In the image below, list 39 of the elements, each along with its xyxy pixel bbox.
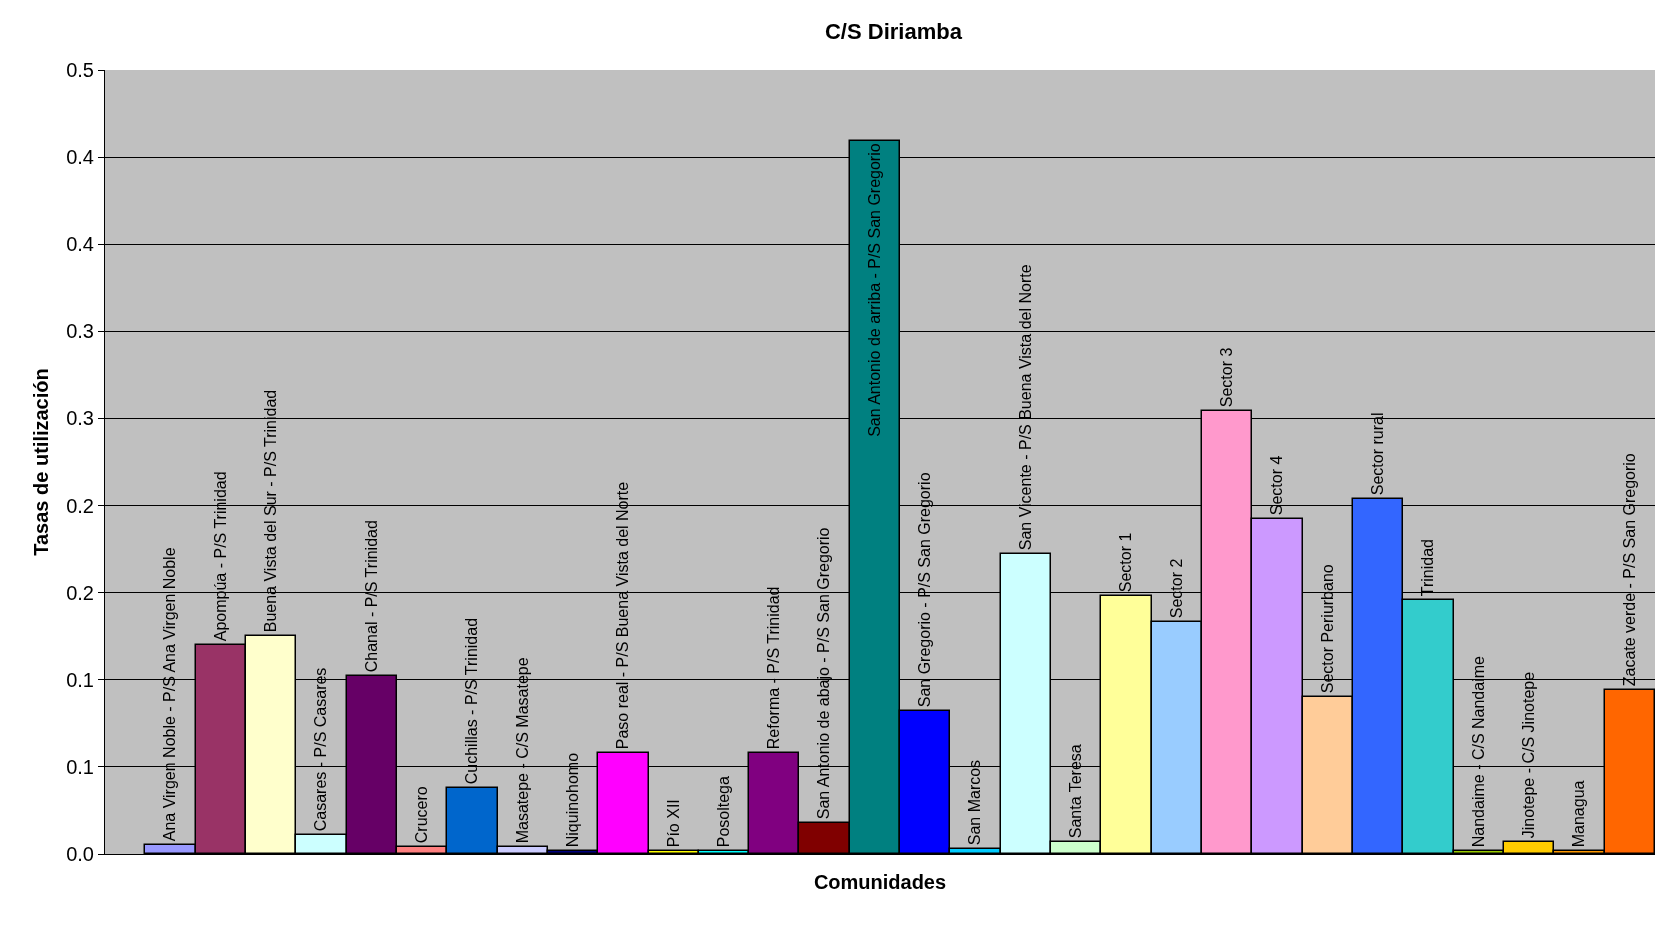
x-axis-title: Comunidades (813, 870, 947, 893)
x-tick-label: Masatepe - C/S Masatepe (513, 657, 531, 844)
x-tick-label: San Marcos (966, 759, 984, 846)
y-tick-label: 0.5 (66, 59, 94, 81)
y-tick-label: 0.0 (66, 843, 94, 865)
x-tick-label: Casares - P/S Casares (312, 667, 330, 832)
x-tick-label: Sector 2 (1167, 558, 1185, 619)
y-tick-label: 0.2 (66, 581, 94, 604)
x-tick-label: Sector Periurbano (1318, 564, 1336, 694)
x-tick-label: Posoltega (714, 775, 732, 848)
x-tick-label: Paso real - P/S Buena Vista del Norte (614, 481, 632, 750)
x-tick-label: San Antonio de arriba - P/S San Gregorio (865, 143, 883, 437)
x-tick-label: Crucero (412, 786, 430, 844)
y-tick-label: 0.4 (66, 146, 94, 169)
y-tick-label: 0.3 (66, 320, 94, 343)
x-tick-label: San Antonio de abajo - P/S San Gregorio (815, 527, 833, 820)
x-tick-label: Sector 1 (1117, 532, 1135, 593)
y-tick-label: 0.1 (66, 668, 94, 691)
x-tick-label: San Gregorio - P/S San Gregorio (915, 472, 933, 708)
x-tick-label: Chanal - P/S Trinidad (362, 520, 380, 673)
y-tick-label: 0.1 (66, 755, 94, 778)
x-tick-label: Managua (1570, 780, 1588, 848)
y-tick-label: 0.3 (66, 407, 94, 430)
x-tick-label: Pío XII (664, 799, 682, 848)
chart-title: C/S Diriamba (824, 18, 963, 44)
x-tick-label: Zacate verde - P/S San Gregorio (1620, 453, 1638, 687)
x-tick-label: Sector 3 (1217, 347, 1235, 408)
x-tick-label: Reforma - P/S Trinidad (764, 586, 782, 750)
x-tick-label: Sector 4 (1268, 455, 1286, 516)
x-tick-label: Apompúa - P/S Trinidad (211, 471, 229, 642)
x-tick-label: Santa Teresa (1066, 744, 1084, 839)
x-tick-label: Niquinohomo (563, 752, 581, 848)
y-tick-label: 0.2 (66, 494, 94, 517)
x-tick-label: Trinidad (1419, 539, 1437, 597)
y-axis-title: Tasas de utilización (29, 368, 52, 556)
y-tick-label: 0.4 (66, 233, 94, 256)
x-tick-label: Nandaime - C/S Nandaime (1469, 655, 1487, 848)
x-tick-label: Cuchillas - P/S Trinidad (463, 617, 481, 785)
x-tick-label: Jinotepe - C/S Jinotepe (1519, 671, 1537, 839)
